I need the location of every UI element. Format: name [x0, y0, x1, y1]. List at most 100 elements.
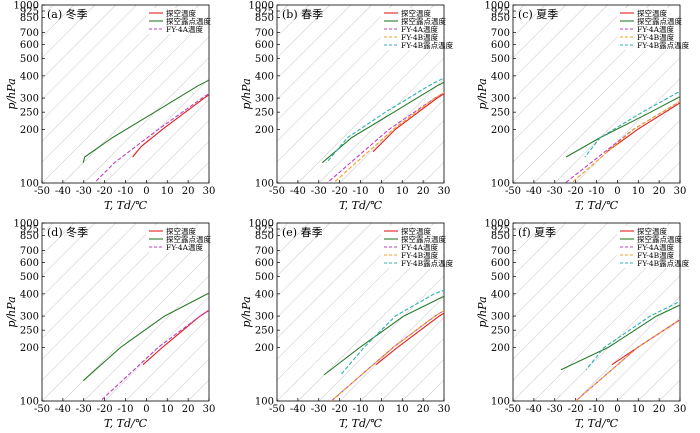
legend-label: FY-4A温度 — [637, 24, 675, 34]
y-tick-label: 1000 — [485, 219, 510, 230]
legend-label: FY-4B温度 — [637, 250, 675, 260]
y-tick-label: 600 — [255, 258, 274, 269]
y-tick-label: 500 — [491, 54, 510, 65]
x-tick-label: -30 — [76, 404, 92, 415]
isotherm-line — [554, 275, 680, 401]
y-tick-label: 850 — [20, 13, 39, 24]
isotherm-line — [360, 99, 444, 183]
isotherm-line — [318, 275, 444, 401]
isotherm-line — [146, 337, 209, 401]
x-tick-label: 0 — [614, 404, 620, 415]
isotherm-line — [42, 5, 75, 38]
series-group — [82, 79, 209, 183]
x-tick-label: -10 — [117, 186, 133, 197]
series-line-0 — [142, 309, 209, 366]
x-tick-label: -20 — [97, 186, 113, 197]
x-tick-label: -20 — [332, 404, 348, 415]
legend-label: 探空露点温度 — [637, 234, 682, 244]
x-axis-label: T, Td/℃ — [104, 417, 148, 430]
panel-title: (a) 冬季 — [47, 7, 88, 21]
isotherm-line — [513, 223, 546, 256]
y-tick-label: 500 — [255, 272, 274, 283]
x-tick-label: -30 — [311, 404, 327, 415]
series-group — [323, 289, 444, 401]
isotherm-line — [42, 5, 179, 142]
y-tick-label: 400 — [255, 289, 274, 300]
x-tick-label: -40 — [526, 186, 542, 197]
series-line-0 — [132, 94, 209, 158]
y-tick-label: 400 — [255, 71, 274, 82]
y-tick-label: 1000 — [14, 1, 39, 12]
y-tick-label: 500 — [20, 272, 39, 283]
isotherm-line — [617, 337, 680, 401]
x-tick-label: 0 — [143, 186, 149, 197]
series-line-3 — [333, 92, 444, 183]
y-tick-label: 300 — [491, 94, 510, 105]
y-tick-label: 850 — [20, 231, 39, 242]
x-tick-label: -50 — [269, 186, 285, 197]
series-line-1 — [565, 95, 680, 158]
isotherm-line — [208, 182, 209, 183]
isotherm-line — [83, 57, 209, 183]
series-group — [82, 292, 209, 401]
panel-title: (e) 春季 — [282, 226, 323, 239]
legend-label: FY-4A温度 — [401, 24, 439, 34]
isotherm-line — [513, 223, 608, 318]
isotherm-line — [360, 317, 444, 401]
isotherm-line — [62, 36, 209, 183]
y-tick-label: 600 — [20, 258, 39, 269]
isotherm-line — [277, 223, 310, 256]
isotherm-line — [596, 99, 680, 183]
x-tick-label: -20 — [568, 404, 584, 415]
isotherm-line — [277, 5, 330, 59]
x-tick-label: 0 — [614, 186, 620, 197]
y-tick-label: 700 — [255, 246, 274, 257]
y-tick-label: 100 — [491, 179, 510, 190]
series-line-0 — [375, 312, 444, 366]
isotherm-line — [42, 5, 200, 163]
panel-title: (b) 春季 — [282, 8, 323, 21]
y-tick-label: 925 — [20, 7, 39, 18]
legend-label: 探空温度 — [401, 8, 431, 18]
y-tick-label: 400 — [20, 71, 39, 82]
isotherm-line — [42, 223, 116, 298]
series-group — [560, 300, 680, 401]
isotherm-line — [422, 161, 444, 183]
x-tick-label: -10 — [588, 186, 604, 197]
series-line-3 — [330, 310, 444, 401]
y-tick-label: 1000 — [14, 219, 39, 230]
isotherm-line — [277, 5, 310, 38]
y-axis-label: p/hPa — [5, 296, 18, 327]
isotherm-line — [277, 5, 351, 80]
x-tick-label: -40 — [55, 404, 71, 415]
y-tick-label: 200 — [491, 343, 510, 354]
skew-grid — [42, 5, 209, 183]
x-tick-label: 10 — [632, 186, 645, 197]
isotherm-line — [513, 5, 546, 38]
y-tick-label: 300 — [491, 312, 510, 323]
x-axis-label: T, Td/℃ — [104, 199, 148, 212]
y-tick-label: 600 — [491, 40, 510, 51]
legend-label: 探空温度 — [166, 226, 196, 236]
isotherm-line — [533, 36, 680, 183]
y-tick-label: 250 — [20, 108, 39, 119]
x-tick-label: 10 — [161, 404, 174, 415]
isotherm-line — [167, 140, 209, 183]
y-tick-label: 300 — [20, 312, 39, 323]
legend-label: FY-4A温度 — [401, 242, 439, 252]
legend-label: FY-4A温度 — [166, 242, 204, 252]
y-tick-label: 850 — [491, 231, 510, 242]
x-tick-label: 10 — [396, 186, 409, 197]
legend-label: 探空温度 — [637, 226, 667, 236]
x-axis-label: T, Td/℃ — [339, 199, 383, 212]
y-tick-label: 1000 — [249, 1, 274, 12]
y-tick-label: 925 — [491, 7, 510, 18]
isotherm-line — [62, 254, 209, 401]
x-axis-label: T, Td/℃ — [575, 417, 619, 430]
x-tick-label: 30 — [203, 404, 216, 415]
panel-title: (d) 冬季 — [47, 225, 88, 239]
